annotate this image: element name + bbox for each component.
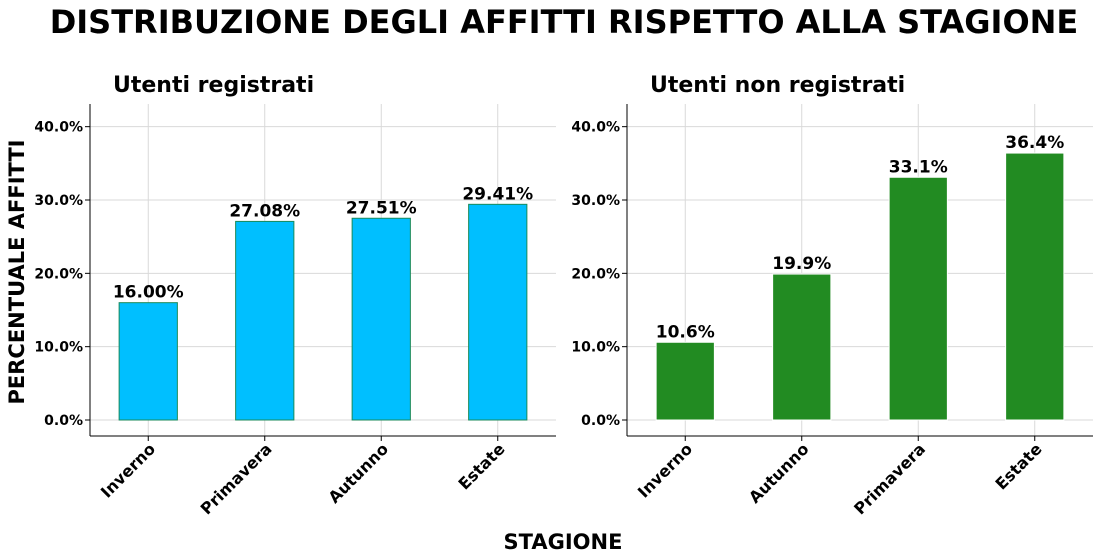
- data-label: 33.1%: [889, 157, 948, 177]
- x-tick-label: Autunno: [324, 439, 392, 507]
- y-tick-label: 40.0%: [34, 120, 83, 136]
- x-tick-label: Inverno: [634, 439, 696, 501]
- panel-1: Utenti registrati 0.0% 10.0% 20.0% 30.0% 40.0…: [34, 73, 556, 518]
- data-label: 27.51%: [346, 198, 417, 218]
- bar-primavera: [888, 176, 948, 421]
- x-tick-label: Estate: [992, 439, 1046, 493]
- y-tick-label: 30.0%: [34, 193, 83, 209]
- bar-inverno: [655, 341, 715, 421]
- y-tick-label: 20.0%: [34, 266, 83, 282]
- bar-inverno: [118, 302, 178, 421]
- chart-title: DISTRIBUZIONE DEGLI AFFITTI RISPETTO ALL…: [50, 3, 1079, 41]
- bar-estate: [468, 203, 528, 421]
- panel-title: Utenti non registrati: [650, 73, 905, 98]
- x-tick-label: Estate: [455, 439, 509, 493]
- y-tick-label: 30.0%: [571, 193, 620, 209]
- x-axis-label: STAGIONE: [504, 530, 623, 553]
- y-tick-label: 20.0%: [571, 266, 620, 282]
- panel-title: Utenti registrati: [113, 73, 314, 98]
- bar-autunno: [351, 217, 411, 421]
- data-label: 10.6%: [656, 322, 715, 342]
- data-label: 19.9%: [772, 254, 831, 274]
- bar-primavera: [235, 220, 295, 421]
- data-label: 29.41%: [462, 184, 533, 204]
- bar-autunno: [772, 273, 832, 421]
- y-tick-label: 0.0%: [581, 413, 620, 429]
- y-tick-label: 40.0%: [571, 120, 620, 136]
- panels: Utenti registrati 0.0% 10.0% 20.0% 30.0% 40.0…: [34, 73, 1093, 518]
- y-tick-label: 0.0%: [44, 413, 83, 429]
- y-tick-label: 10.0%: [34, 340, 83, 356]
- x-tick-label: Autunno: [745, 439, 813, 507]
- panel-2: Utenti non registrati 0.0% 10.0% 20.0% 30.0%…: [571, 73, 1093, 518]
- y-axis-label: PERCENTUALE AFFITTI: [5, 140, 29, 405]
- y-tick-label: 10.0%: [571, 340, 620, 356]
- bar-estate: [1005, 152, 1065, 421]
- data-label: 27.08%: [229, 201, 300, 221]
- x-tick-label: Inverno: [97, 439, 159, 501]
- x-tick-label: Primavera: [850, 439, 929, 518]
- data-label: 16.00%: [113, 283, 184, 303]
- data-label: 36.4%: [1005, 133, 1064, 153]
- x-tick-label: Primavera: [197, 439, 276, 518]
